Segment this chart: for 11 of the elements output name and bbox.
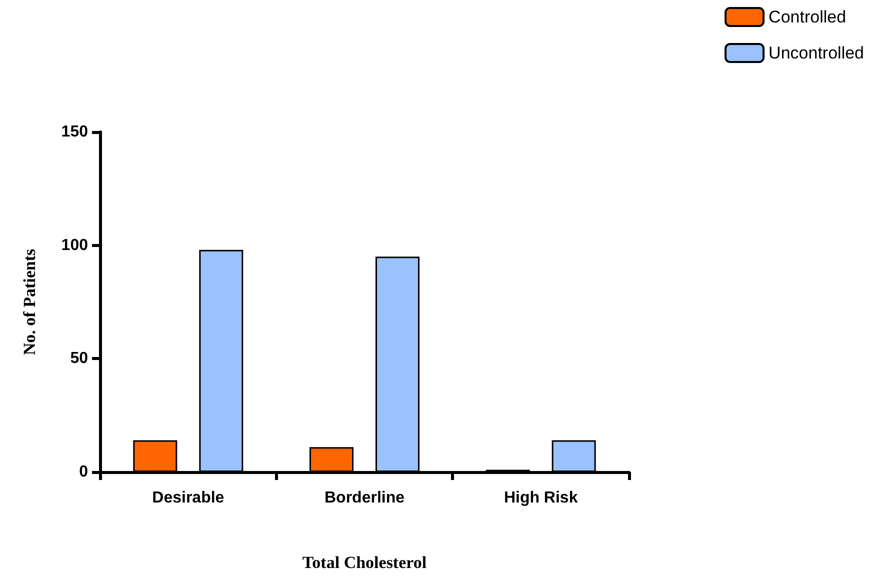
y-axis-title: No. of Patients <box>20 248 39 356</box>
y-tick-label: 100 <box>61 236 88 254</box>
x-axis-title: Total Cholesterol <box>302 553 427 572</box>
x-tick-label: Desirable <box>152 490 224 506</box>
y-tick-label: 50 <box>70 350 88 368</box>
x-tick-label: Borderline <box>324 490 405 506</box>
x-tick-label: High Risk <box>504 490 578 506</box>
legend-label: Uncontrolled <box>768 44 864 62</box>
y-tick-label: 150 <box>61 124 88 140</box>
legend-label: Controlled <box>768 8 846 26</box>
y-tick-label: 0 <box>79 464 88 480</box>
